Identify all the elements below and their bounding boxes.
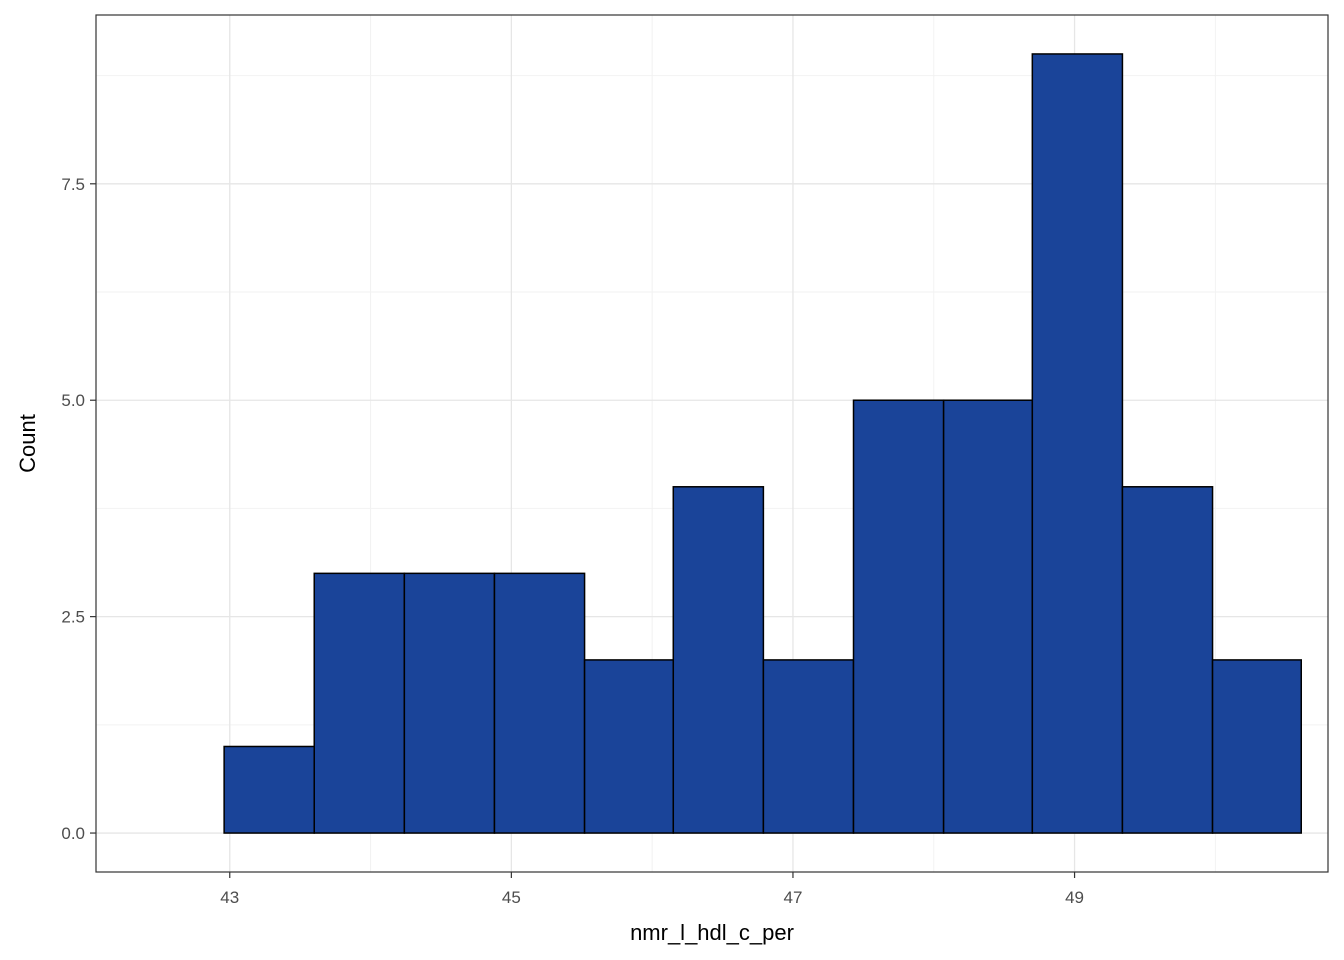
histogram-bar-3 [403, 572, 496, 834]
histogram-bar-9 [942, 399, 1034, 834]
histogram-bar-12 [1211, 659, 1302, 834]
histogram-bars [223, 53, 1302, 834]
y-axis: 0.0 2.5 5.0 7.5 [61, 175, 96, 843]
x-tick-label: 47 [783, 888, 802, 907]
histogram-bar-5 [583, 659, 675, 834]
histogram-bar-2 [313, 572, 406, 834]
x-tick-label: 43 [220, 888, 239, 907]
y-tick-label: 0.0 [61, 824, 85, 843]
histogram-bar-7 [762, 659, 855, 834]
histogram-bar-1 [223, 745, 315, 834]
y-tick-label: 2.5 [61, 608, 85, 627]
x-tick-label: 45 [502, 888, 521, 907]
y-tick-label: 5.0 [61, 391, 85, 410]
histogram-bar-6 [672, 486, 765, 834]
histogram-bar-11 [1121, 486, 1214, 834]
x-tick-label: 49 [1065, 888, 1084, 907]
y-axis-title: Count [15, 414, 40, 473]
x-axis: 43 45 47 49 [220, 872, 1084, 907]
x-axis-title: nmr_l_hdl_c_per [630, 920, 794, 945]
y-tick-label: 7.5 [61, 175, 85, 194]
histogram-bar-10 [1031, 53, 1124, 834]
histogram-bar-4 [493, 572, 586, 834]
panel-border [95, 14, 1329, 873]
histogram-bar-8 [852, 399, 945, 834]
